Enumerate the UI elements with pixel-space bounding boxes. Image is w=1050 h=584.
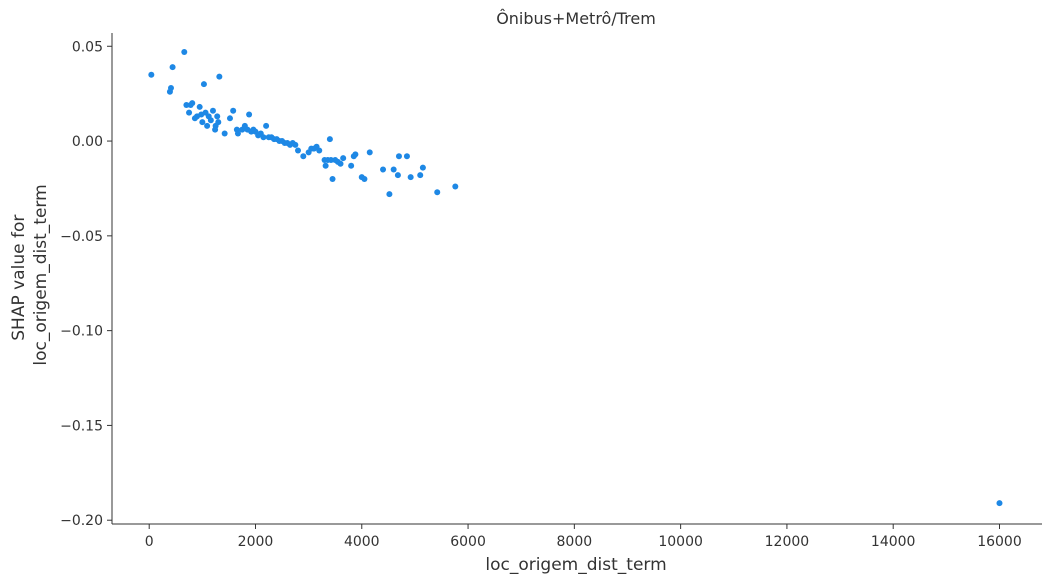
data-point xyxy=(348,162,355,169)
x-tick-label: 16000 xyxy=(977,534,1022,550)
data-point xyxy=(394,172,401,179)
data-point xyxy=(366,149,373,156)
plot-area xyxy=(148,48,1003,507)
x-axis-ticks: 0 2000 4000 6000 8000 10000 12000 14000 16000 xyxy=(145,524,1022,550)
y-tick-label: 0.05 xyxy=(72,39,103,55)
data-point xyxy=(292,141,299,148)
data-point xyxy=(209,107,216,114)
x-tick-label: 2000 xyxy=(238,534,274,550)
chart-title: Ônibus+Metrô/Trem xyxy=(496,9,656,28)
data-point xyxy=(189,100,196,107)
y-axis-label: SHAP value for loc_origem_dist_term xyxy=(9,184,51,365)
data-point xyxy=(186,109,193,116)
data-point xyxy=(407,174,414,181)
data-point xyxy=(395,153,402,160)
data-point xyxy=(403,153,410,160)
data-point xyxy=(167,84,174,91)
y-axis-ticks: 0.05 0.00 −0.05 −0.10 −0.15 −0.20 xyxy=(60,39,112,529)
data-point xyxy=(434,189,441,196)
data-point xyxy=(183,102,190,109)
data-point xyxy=(196,103,203,110)
data-point xyxy=(221,130,228,137)
x-tick-label: 12000 xyxy=(765,534,810,550)
y-tick-label: 0.00 xyxy=(72,134,103,150)
x-tick-label: 0 xyxy=(145,534,154,550)
data-point xyxy=(996,500,1003,507)
data-point xyxy=(329,175,336,182)
y-tick-label: −0.20 xyxy=(60,513,103,529)
data-point xyxy=(300,153,307,160)
data-point xyxy=(322,162,329,169)
y-tick-label: −0.10 xyxy=(60,324,103,340)
data-point xyxy=(419,164,426,171)
data-point xyxy=(352,151,359,158)
data-point xyxy=(199,119,206,126)
x-tick-label: 8000 xyxy=(557,534,593,550)
data-point xyxy=(316,147,323,154)
data-point xyxy=(226,115,233,122)
data-point xyxy=(452,183,459,190)
data-point xyxy=(204,122,211,129)
data-point xyxy=(230,107,237,114)
data-point xyxy=(390,166,397,173)
y-axis-label-line-2: loc_origem_dist_term xyxy=(31,184,51,365)
data-point xyxy=(326,136,333,143)
x-axis-label: loc_origem_dist_term xyxy=(485,555,666,575)
data-point xyxy=(169,64,176,71)
data-point xyxy=(417,172,424,179)
data-point xyxy=(295,147,301,154)
y-tick-label: −0.15 xyxy=(60,418,103,434)
data-point xyxy=(200,81,207,88)
y-tick-label: −0.05 xyxy=(60,229,103,245)
data-point xyxy=(215,119,222,126)
data-point xyxy=(181,48,188,55)
x-tick-label: 4000 xyxy=(344,534,380,550)
data-point xyxy=(340,155,347,162)
data-point xyxy=(386,191,393,198)
data-point xyxy=(246,111,253,118)
data-point xyxy=(361,175,368,182)
data-point xyxy=(207,117,214,124)
x-tick-label: 14000 xyxy=(871,534,916,550)
data-point xyxy=(148,71,155,78)
data-point xyxy=(380,166,387,173)
data-point xyxy=(260,134,267,141)
y-axis-label-line-1: SHAP value for xyxy=(9,215,29,341)
data-point xyxy=(263,122,270,129)
data-point xyxy=(216,73,223,80)
data-point xyxy=(234,130,241,137)
x-tick-label: 10000 xyxy=(658,534,703,550)
data-point xyxy=(337,160,344,167)
x-tick-label: 6000 xyxy=(450,534,486,550)
data-point xyxy=(327,157,334,164)
data-point xyxy=(214,113,221,120)
